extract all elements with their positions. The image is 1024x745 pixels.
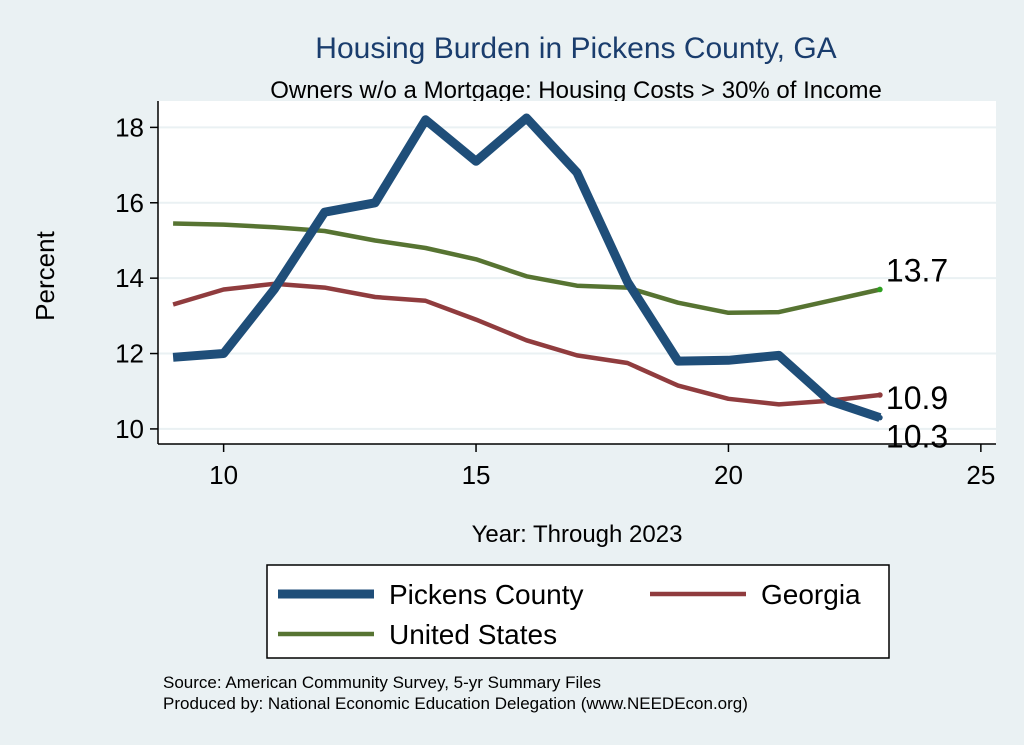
x-tick-label: 20 [714,460,743,490]
series-line-georgia [172,281,881,407]
end-point-georgia [877,392,883,398]
x-tick-label: 15 [462,460,491,490]
chart-subtitle: Owners w/o a Mortgage: Housing Costs > 3… [270,77,882,104]
series-lines [172,113,882,422]
legend-label-georgia: Georgia [761,579,861,610]
x-axis-label: Year: Through 2023 [472,521,683,548]
legend-label-pickens-county: Pickens County [389,579,584,610]
end-label-pickens-county: 10.3 [886,419,948,455]
legend-label-united-states: United States [389,619,557,650]
legend: Pickens County Georgia United States [278,579,861,650]
source-note: Source: American Community Survey, 5-yr … [163,673,601,692]
end-point-united-states [877,286,883,293]
y-tick-label: 10 [115,414,144,444]
x-tick-label: 10 [209,460,238,490]
end-labels: 10.310.9 13.7 [877,252,948,455]
end-label-georgia: 10.9 [886,380,948,416]
end-label-united-states: 13.7 [886,252,948,288]
y-tick-label: 14 [115,263,144,293]
producer-note: Produced by: National Economic Education… [163,694,748,713]
series-line-united-states [173,221,881,316]
axes: 10 12 14 16 18 10 15 20 25 [115,101,996,490]
legend-box [266,564,890,659]
y-tick-label: 12 [115,339,144,369]
end-point-pickens-county [877,414,883,421]
series-line-pickens-county [172,113,882,422]
y-tick-label: 18 [115,112,144,142]
chart-title: Housing Burden in Pickens County, GA [315,32,836,65]
x-tick-label: 25 [966,460,995,490]
y-tick-label: 16 [115,188,144,218]
y-axis-label: Percent [30,230,60,320]
plot-area [158,101,996,444]
